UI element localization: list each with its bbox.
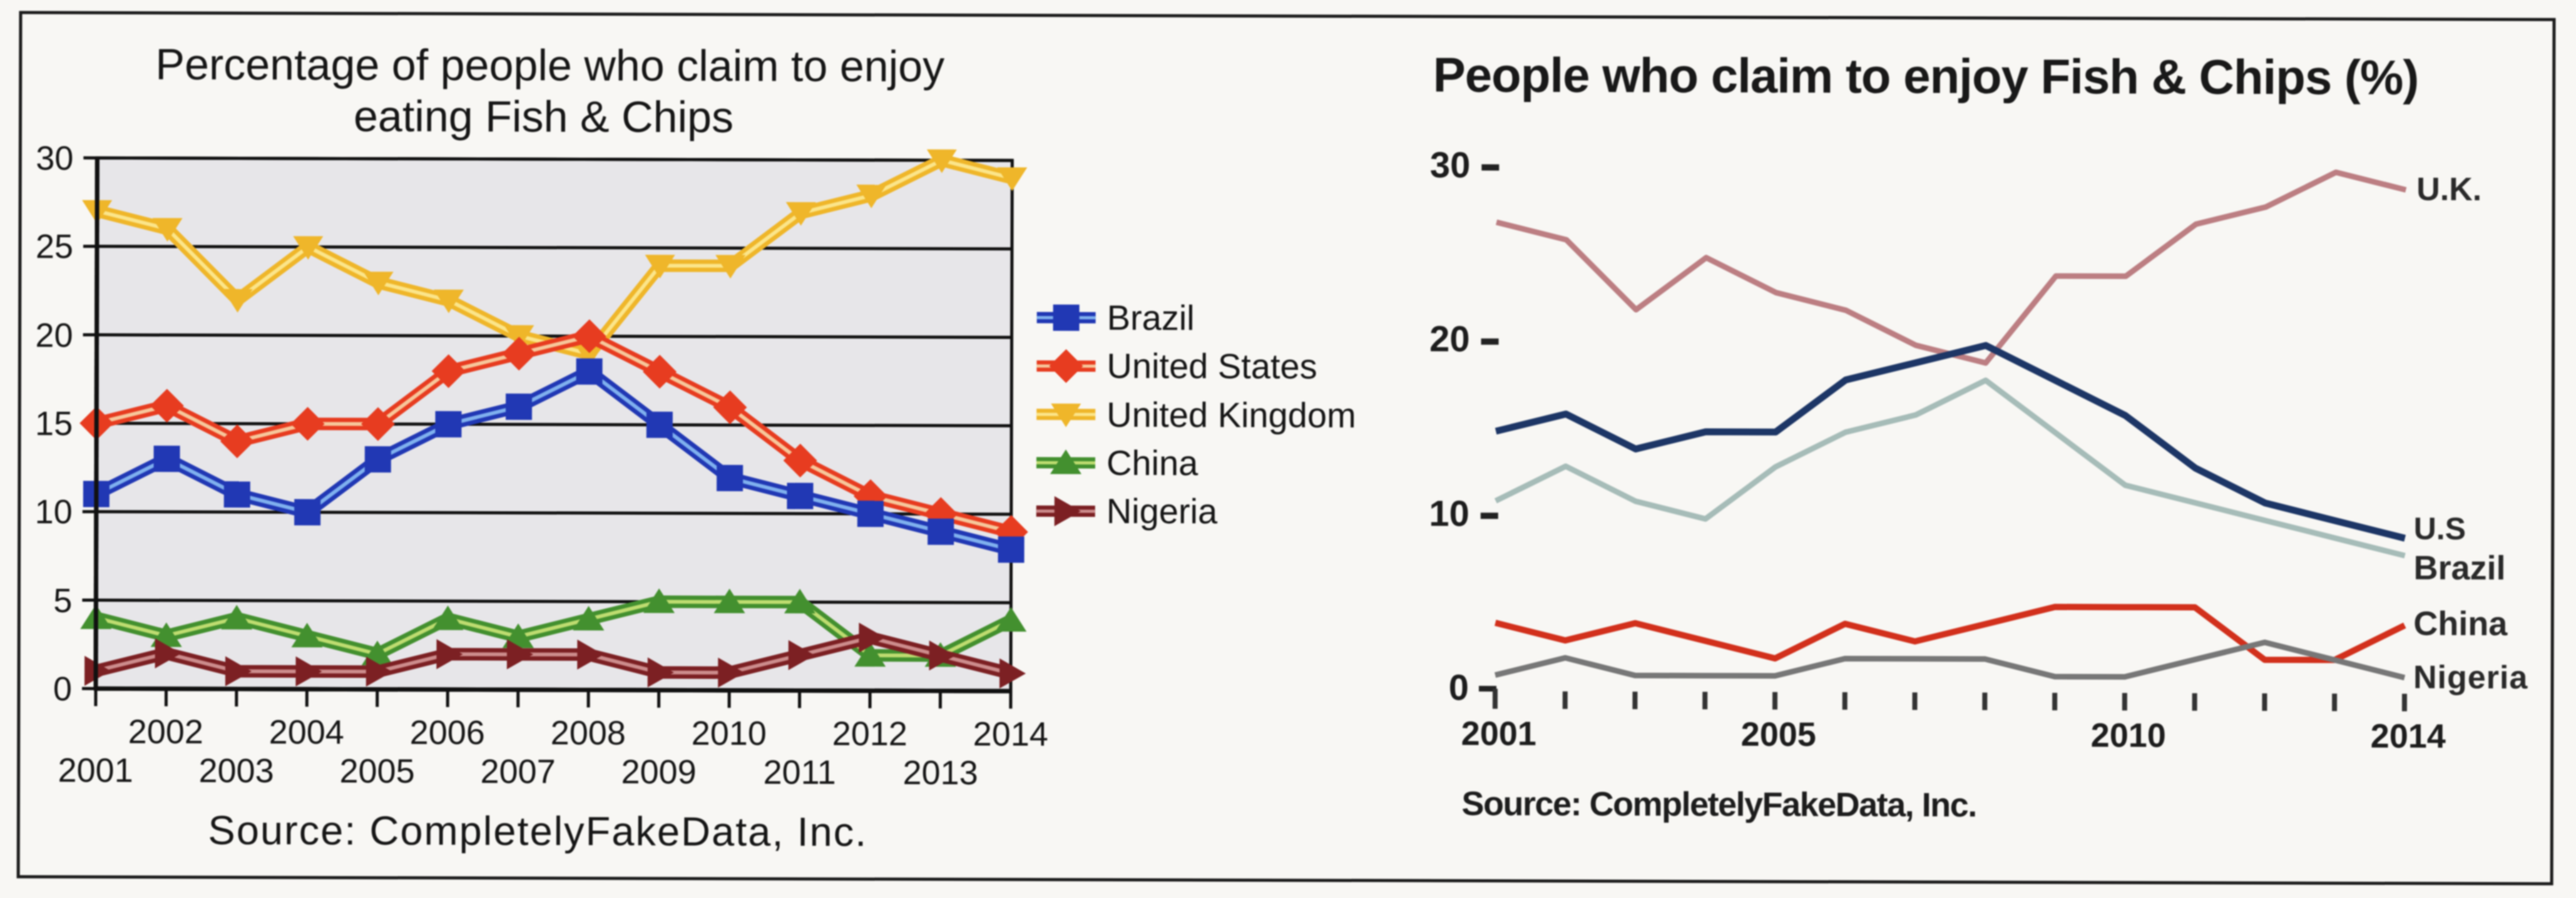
svg-text:2010: 2010 [692, 715, 767, 752]
svg-text:2009: 2009 [621, 753, 696, 791]
svg-text:Brazil: Brazil [2413, 549, 2505, 587]
svg-text:2005: 2005 [1741, 716, 1816, 753]
svg-text:0: 0 [53, 670, 72, 708]
svg-text:2001: 2001 [1461, 715, 1536, 752]
svg-text:2007: 2007 [480, 753, 555, 790]
svg-text:30: 30 [1430, 145, 1471, 185]
svg-text:10: 10 [1429, 493, 1469, 534]
svg-text:2011: 2011 [763, 753, 836, 791]
svg-text:Brazil: Brazil [1107, 298, 1195, 337]
svg-text:Percentage of people who claim: Percentage of people who claim to enjoy [155, 40, 944, 91]
svg-text:2006: 2006 [410, 714, 485, 752]
svg-text:Nigeria: Nigeria [1107, 491, 1218, 531]
svg-text:0: 0 [1449, 667, 1469, 708]
svg-text:U.K.: U.K. [2416, 171, 2481, 208]
svg-text:Source: CompletelyFakeData, In: Source: CompletelyFakeData, Inc. [208, 807, 867, 855]
svg-text:15: 15 [35, 405, 73, 442]
svg-text:30: 30 [36, 140, 73, 177]
svg-text:United States: United States [1107, 346, 1317, 386]
svg-text:2012: 2012 [832, 715, 907, 753]
svg-text:2010: 2010 [2091, 717, 2166, 754]
svg-text:People who claim to enjoy Fish: People who claim to enjoy Fish & Chips (… [1433, 47, 2419, 105]
svg-text:2005: 2005 [339, 752, 414, 790]
svg-text:20: 20 [1429, 319, 1470, 359]
svg-text:2003: 2003 [198, 752, 273, 790]
svg-text:U.S: U.S [2414, 511, 2466, 546]
svg-text:2014: 2014 [973, 715, 1048, 753]
svg-text:2002: 2002 [128, 713, 203, 750]
svg-text:20: 20 [35, 317, 73, 354]
svg-text:5: 5 [53, 582, 72, 620]
svg-text:25: 25 [36, 228, 73, 265]
svg-text:2013: 2013 [902, 754, 978, 792]
svg-text:eating Fish & Chips: eating Fish & Chips [354, 91, 733, 141]
svg-text:United Kingdom: United Kingdom [1107, 395, 1356, 435]
svg-text:China: China [1107, 443, 1199, 482]
svg-text:2008: 2008 [551, 714, 626, 752]
svg-text:China: China [2413, 605, 2508, 643]
svg-text:2014: 2014 [2371, 717, 2446, 755]
svg-text:Source: CompletelyFakeData, In: Source: CompletelyFakeData, Inc. [1461, 785, 1976, 824]
svg-text:10: 10 [35, 493, 73, 531]
svg-text:2004: 2004 [269, 713, 344, 751]
svg-text:2001: 2001 [58, 752, 133, 789]
svg-text:Nigeria: Nigeria [2413, 660, 2528, 696]
